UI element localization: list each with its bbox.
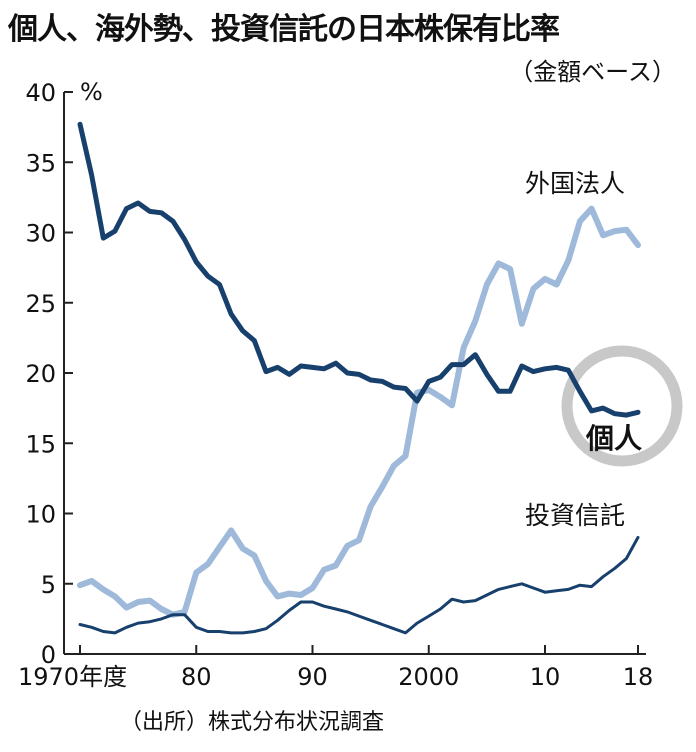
y-tick-label: 30 xyxy=(25,220,56,248)
x-tick-label: 80 xyxy=(181,663,212,691)
highlight-ring xyxy=(561,345,683,467)
y-tick-label: 15 xyxy=(25,430,56,458)
source-note: （出所）株式分布状況調査 xyxy=(120,710,385,735)
individual-highlight-circle xyxy=(561,345,683,467)
x-tick-label: 18 xyxy=(623,663,654,691)
y-tick-label: 5 xyxy=(41,571,56,599)
series-labels: 外国法人 個人 投資信託 xyxy=(525,169,642,530)
x-axis-ticks: 1970年度 80 90 2000 10 18 xyxy=(18,645,653,691)
y-axis-unit-label: % xyxy=(80,78,103,106)
y-tick-label: 0 xyxy=(41,641,56,669)
series-line-foreign xyxy=(77,205,641,618)
x-tick-label: 90 xyxy=(297,663,328,691)
chart-title: 個人、海外勢、投資信託の日本株保有比率 xyxy=(8,12,560,47)
series-line-individual xyxy=(77,121,641,418)
y-tick-label: 40 xyxy=(25,79,56,107)
series-line-investment-trust xyxy=(78,535,640,635)
series-lines xyxy=(77,121,641,635)
y-axis-ticks: 0 5 10 15 20 25 30 35 40 xyxy=(25,79,73,669)
chart-subtitle: （金額ベース） xyxy=(509,58,676,86)
x-tick-label: 1970年度 xyxy=(18,663,127,691)
series-label-individual: 個人 xyxy=(585,422,642,455)
series-label-investment-trust: 投資信託 xyxy=(525,501,625,530)
y-tick-label: 25 xyxy=(25,290,56,318)
y-tick-label: 20 xyxy=(25,360,56,388)
series-label-foreign: 外国法人 xyxy=(525,169,625,198)
y-tick-label: 10 xyxy=(25,501,56,529)
x-tick-label: 10 xyxy=(530,663,561,691)
y-tick-label: 35 xyxy=(25,149,56,177)
x-tick-label: 2000 xyxy=(398,663,459,691)
